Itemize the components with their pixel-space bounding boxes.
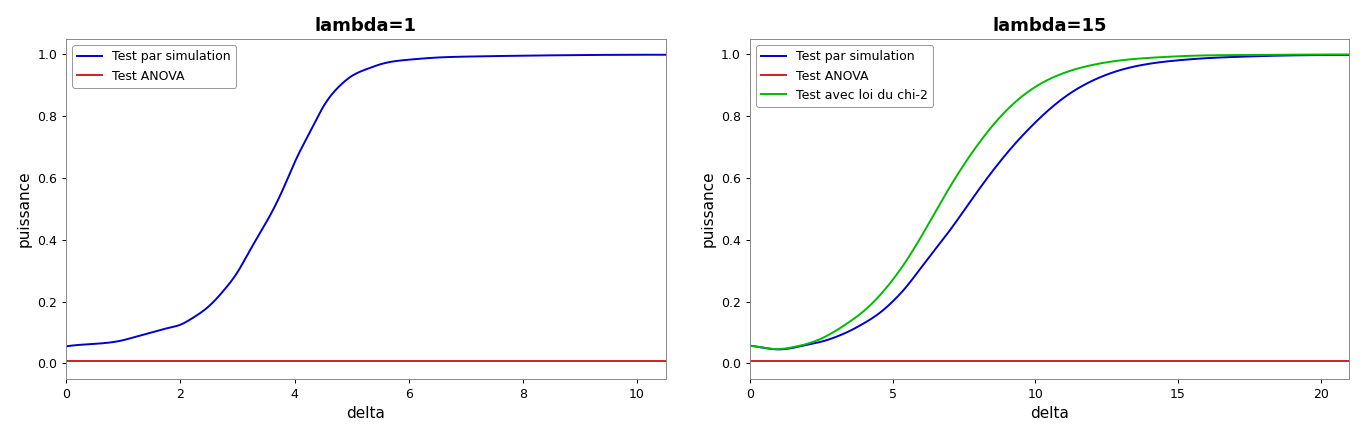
Test par simulation [643,52,660,57]
Test par simulation [347,72,363,77]
Test par simulation [1067,87,1083,92]
Test avec loi du chi-2 [1027,84,1044,89]
Title: lambda=1: lambda=1 [316,17,417,35]
X-axis label: delta: delta [1030,406,1070,421]
Test avec loi du chi-2 [1031,82,1048,87]
X-axis label: delta: delta [347,406,385,421]
Test par simulation [1335,53,1351,58]
Test par simulation [549,53,566,58]
Test ANOVA [1030,358,1046,364]
Test par simulation [1341,53,1358,58]
Test avec loi du chi-2 [1341,52,1358,57]
Test par simulation [742,343,758,348]
Test par simulation [57,344,74,349]
Line: Test avec loi du chi-2: Test avec loi du chi-2 [750,54,1350,349]
Test ANOVA [347,358,363,364]
Test avec loi du chi-2 [1100,60,1116,65]
Test ANOVA [1341,358,1358,364]
Title: lambda=15: lambda=15 [992,17,1106,35]
Test ANOVA [657,358,673,364]
Test avec loi du chi-2 [742,343,758,348]
Test par simulation [343,74,359,79]
Test avec loi du chi-2 [1321,52,1337,57]
Test par simulation [1100,71,1116,77]
Test ANOVA [382,358,399,364]
Test ANOVA [57,358,74,364]
Test ANOVA [1233,358,1250,364]
Test ANOVA [343,358,359,364]
Test par simulation [645,52,661,57]
Test par simulation [1027,119,1044,124]
Test avec loi du chi-2 [769,346,785,352]
Test ANOVA [1026,358,1042,364]
Test avec loi du chi-2 [1329,52,1346,57]
Legend: Test par simulation, Test ANOVA: Test par simulation, Test ANOVA [72,45,236,88]
Test par simulation [1031,116,1048,121]
Test ANOVA [415,358,432,364]
Test par simulation [415,56,432,61]
Test par simulation [770,347,787,352]
Y-axis label: puissance: puissance [16,170,31,247]
Test ANOVA [643,358,660,364]
Test par simulation [657,52,673,57]
Test avec loi du chi-2 [1067,67,1083,72]
Test ANOVA [549,358,566,364]
Test par simulation [1328,53,1344,58]
Test par simulation [1235,54,1251,59]
Line: Test par simulation: Test par simulation [750,55,1350,350]
Test ANOVA [1326,358,1343,364]
Test avec loi du chi-2 [1235,53,1251,58]
Test ANOVA [1065,358,1082,364]
Legend: Test par simulation, Test ANOVA, Test avec loi du chi-2: Test par simulation, Test ANOVA, Test av… [757,45,933,107]
Line: Test par simulation: Test par simulation [66,55,665,346]
Y-axis label: puissance: puissance [701,170,716,247]
Test ANOVA [1098,358,1115,364]
Test par simulation [382,59,399,64]
Test ANOVA [742,358,758,364]
